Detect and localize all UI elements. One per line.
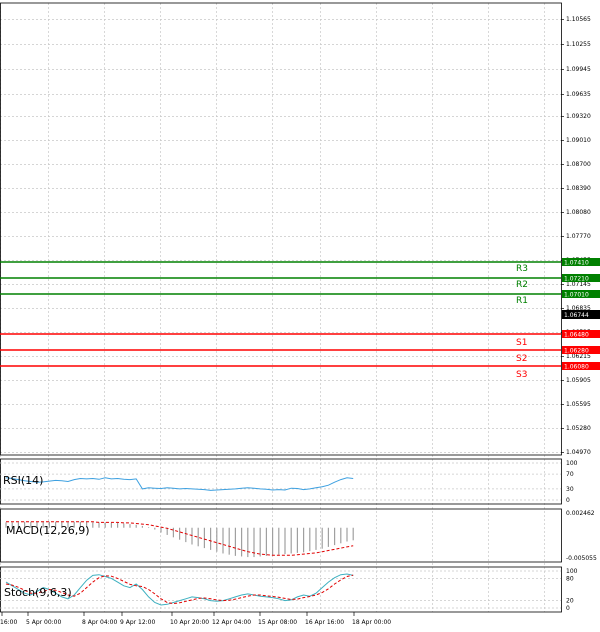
indicator-panel-frame [0,458,562,505]
macd-signal-line [6,521,354,556]
level-price-label: 1.07010 [564,292,589,299]
y-tick-label: 1.07770 [566,233,591,240]
level-price-label: 1.07210 [564,276,589,283]
level-price-box [562,274,600,282]
level-price-label: 1.06480 [564,332,589,339]
y-tick-label: 1.05905 [566,377,591,384]
level-name-s1: S1 [516,338,527,348]
current-price-box [562,310,600,319]
rsi-tick-label: 100 [566,460,578,467]
x-tick-label: 16 Apr 16:00 [305,619,344,626]
rsi-tick-label: 30 [566,486,574,493]
indicator-panel-frame [0,566,562,613]
macd-tick-label-top: 0.002462 [566,510,595,517]
rsi-line [5,477,354,491]
stoch-tick-label: 0 [566,605,570,612]
y-tick-label: 1.05280 [566,425,591,432]
stoch-signal-line [5,574,354,605]
y-tick-label: 1.06215 [566,353,591,360]
macd-tick-label-bottom: -0.005055 [566,555,597,562]
level-price-box [562,258,600,266]
level-price-box [562,362,600,370]
x-tick-label: 18 Apr 00:00 [352,619,391,626]
rsi-tick-label: 70 [566,471,574,478]
x-tick-label: 15 Apr 08:00 [258,619,297,626]
x-tick-label: 8 Apr 04:00 [82,619,117,626]
y-tick-label: 1.09635 [566,91,591,98]
y-tick-label: 1.05595 [566,401,591,408]
x-tick-label: 16:00 [0,619,17,626]
y-tick-label: 1.09320 [566,113,591,120]
stoch-tick-label: 20 [566,598,574,605]
level-price-label: 1.07410 [564,260,589,267]
y-tick-label: 1.07145 [566,281,591,288]
level-price-label: 1.06280 [564,348,589,355]
y-tick-label: 1.10255 [566,41,591,48]
x-tick-label: 10 Apr 20:00 [170,619,209,626]
y-tick-label: 1.08390 [566,185,591,192]
level-price-box [562,346,600,354]
level-name-s3: S3 [516,370,527,380]
level-price-label: 1.06080 [564,364,589,371]
y-tick-label: 1.06835 [566,305,591,312]
x-tick-label: 5 Apr 00:00 [26,619,61,626]
level-price-box [562,290,600,298]
y-tick-label: 1.10565 [566,16,591,23]
y-tick-label: 1.09010 [566,137,591,144]
macd-title: MACD(12,26,9) [6,524,90,537]
level-name-r1: R1 [516,296,528,306]
y-tick-label: 1.08080 [566,209,591,216]
level-price-box [562,330,600,338]
rsi-tick-label: 0 [566,497,570,504]
stoch-tick-label: 100 [566,568,578,575]
x-tick-label: 12 Apr 04:00 [212,619,251,626]
rsi-title: RSI(14) [3,474,43,487]
level-name-s2: S2 [516,354,527,364]
stoch-main-line [5,573,354,606]
stoch-tick-label: 80 [566,575,574,582]
y-tick-label: 1.08700 [566,161,591,168]
y-tick-label: 1.04970 [566,449,591,456]
level-name-r2: R2 [516,280,528,290]
indicator-panel-frame [0,508,562,563]
x-tick-label: 9 Apr 12:00 [120,619,155,626]
level-name-r3: R3 [516,264,528,274]
y-tick-label: 1.09945 [566,66,591,73]
current-price-label: 1.06744 [564,312,589,319]
stoch-title: Stoch(9,6,3) [4,586,72,599]
main-panel-frame [0,2,562,456]
